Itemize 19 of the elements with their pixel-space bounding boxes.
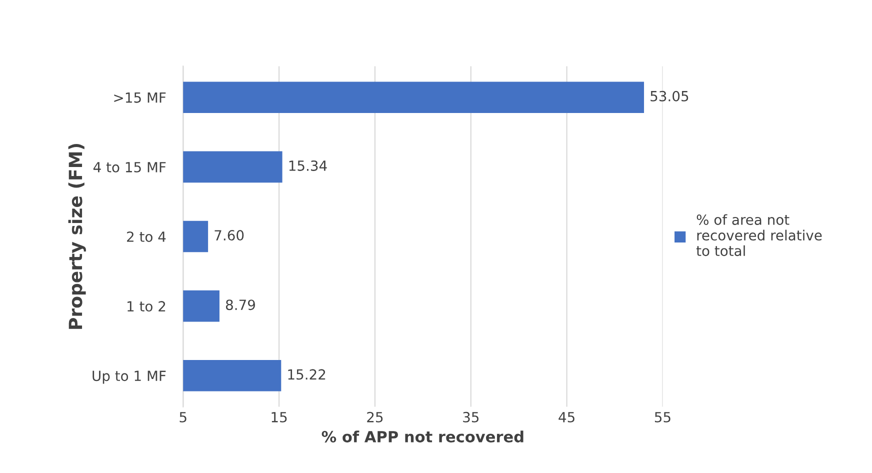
x-tick-label: 35 (463, 412, 479, 422)
data-label: 7.60 (214, 230, 244, 241)
x-axis-title: % of APP not recovered (322, 430, 524, 442)
data-label: 15.34 (289, 160, 327, 171)
data-label: 15.22 (288, 369, 326, 380)
data-label: 53.05 (650, 90, 688, 102)
y-tick-label: 2 to 4 (127, 231, 166, 242)
legend-label: % of area not recovered relative to total (696, 214, 822, 256)
x-tick-label: 55 (654, 412, 670, 422)
y-tick-label: 1 to 2 (128, 301, 166, 312)
y-tick-label: >15 MF (114, 92, 166, 103)
data-label: 8.79 (226, 300, 255, 310)
x-tick-label: 45 (558, 412, 574, 422)
y-tick-label: Up to 1 MF (92, 370, 166, 384)
x-tick-label: 5 (180, 412, 186, 422)
y-axis-title: Property size (FM) (68, 144, 86, 329)
x-tick-label: 25 (367, 412, 383, 422)
x-tick-label: 15 (272, 412, 287, 422)
y-tick-label: 4 to 15 MF (93, 162, 166, 172)
